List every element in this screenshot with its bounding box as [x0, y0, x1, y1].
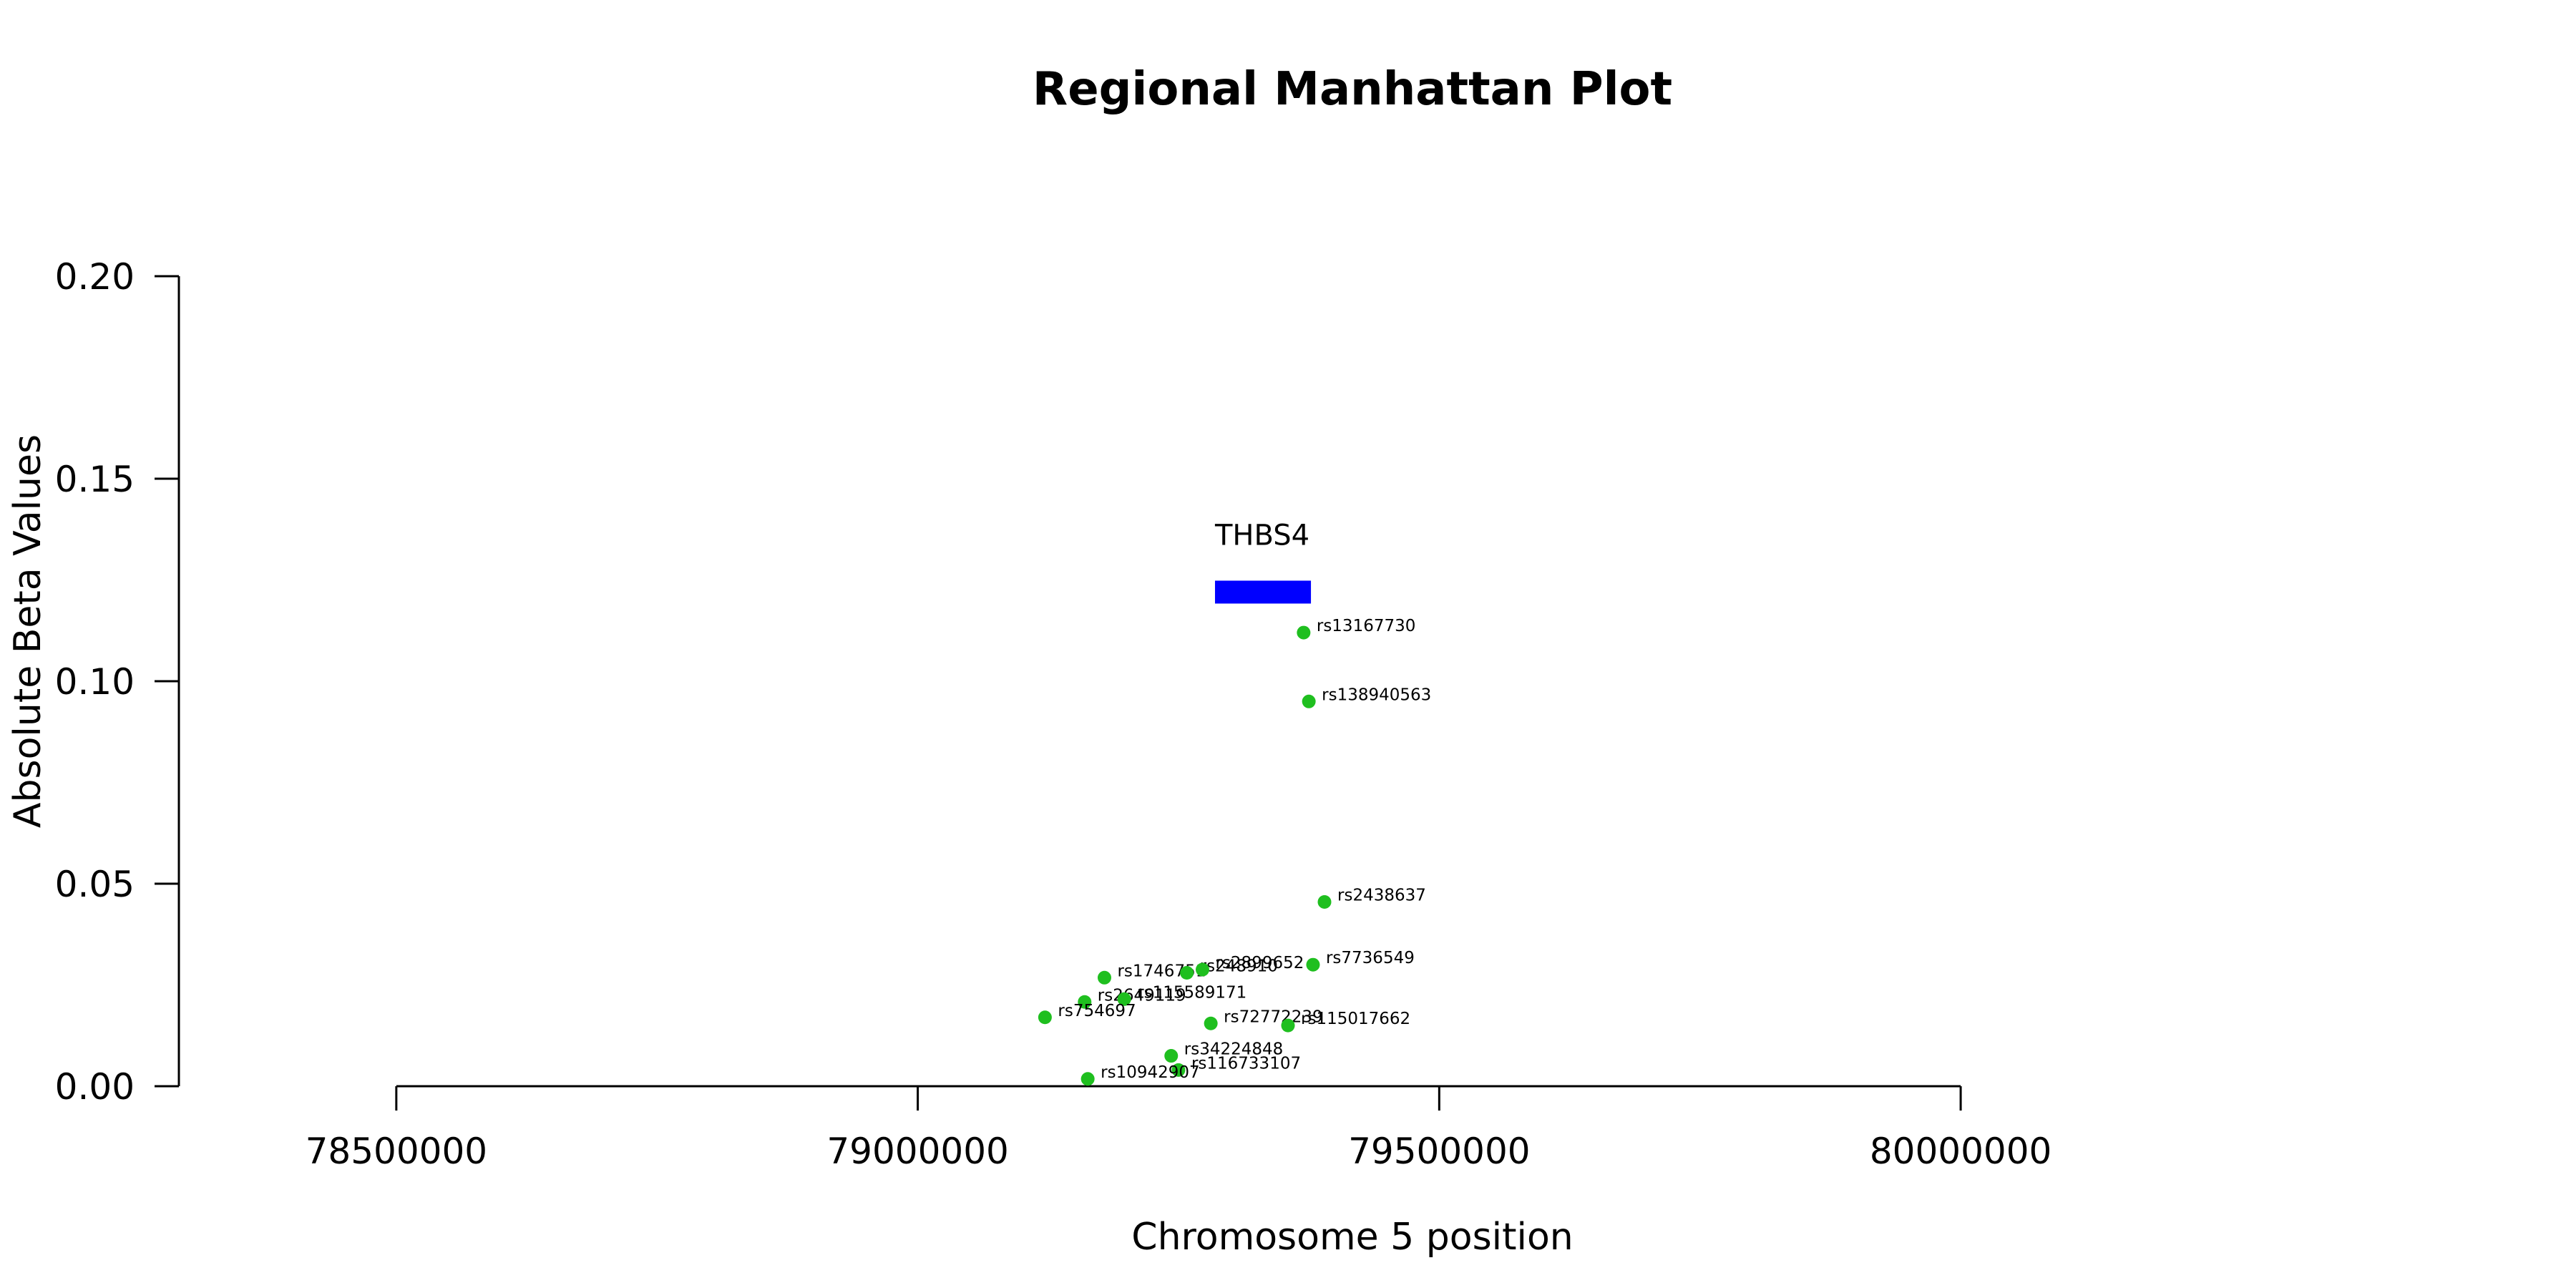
- snp-point: [1171, 1063, 1186, 1077]
- snp-point: [1297, 625, 1311, 640]
- y-axis-label: Absolute Beta Values: [6, 434, 49, 828]
- snp-point: [1097, 970, 1111, 985]
- snp-label: rs34224848: [1184, 1040, 1284, 1059]
- x-axis: 78500000 79000000 79500000 80000000: [306, 1085, 2052, 1172]
- snp-point: [1078, 995, 1092, 1009]
- snp-point: [1317, 894, 1332, 909]
- snp-label: rs754697: [1058, 1002, 1136, 1020]
- snp-label: rs10942907: [1101, 1063, 1200, 1082]
- snp-label: rs115589171: [1137, 983, 1246, 1002]
- snp-point: [1164, 1049, 1179, 1063]
- snp-label: rs2438637: [1337, 886, 1426, 904]
- y-tick-label: 0.20: [55, 256, 135, 298]
- snp-point: [1038, 1010, 1052, 1025]
- y-tick-label: 0.10: [55, 661, 135, 703]
- snp-point: [1306, 957, 1320, 972]
- y-tick-label: 0.00: [55, 1066, 135, 1108]
- x-tick-label: 78500000: [306, 1131, 488, 1172]
- snp-label: rs72772239: [1224, 1008, 1323, 1026]
- snp-point: [1180, 966, 1194, 980]
- y-tick-label: 0.05: [55, 864, 135, 905]
- snp-point: [1281, 1018, 1295, 1033]
- y-axis: 0.00 0.05 0.10 0.15 0.20: [55, 256, 180, 1108]
- x-tick-label: 80000000: [1870, 1131, 2052, 1172]
- snp-label: rs13167730: [1317, 617, 1416, 635]
- x-tick-label: 79500000: [1348, 1131, 1531, 1172]
- x-tick-label: 79000000: [826, 1131, 1009, 1172]
- chart-title: Regional Manhattan Plot: [1033, 63, 1672, 116]
- gene-label: THBS4: [1214, 519, 1309, 552]
- y-tick-label: 0.15: [55, 459, 135, 500]
- snp-point: [1302, 694, 1316, 708]
- snp-point: [1204, 1016, 1218, 1030]
- snp-label: rs115017662: [1301, 1010, 1410, 1028]
- snp-label: rs138940563: [1322, 686, 1431, 704]
- snp-label: rs116733107: [1191, 1054, 1301, 1073]
- gene-track: THBS4: [1214, 519, 1312, 604]
- snp-label: rs2899652: [1215, 954, 1304, 972]
- snp-label: rs248910: [1200, 957, 1278, 976]
- snp-point: [1117, 992, 1131, 1006]
- snp-label: rs2649119: [1098, 986, 1186, 1005]
- snp-point: [1195, 962, 1209, 977]
- snp-label: rs7736549: [1326, 949, 1415, 967]
- snp-point: [1080, 1072, 1095, 1086]
- snp-points: rs13167730 rs138940563 rs2438637 rs7736549 r…: [1038, 617, 1431, 1086]
- x-axis-label: Chromosome 5 position: [1131, 1216, 1573, 1259]
- gene-bar: [1214, 580, 1312, 604]
